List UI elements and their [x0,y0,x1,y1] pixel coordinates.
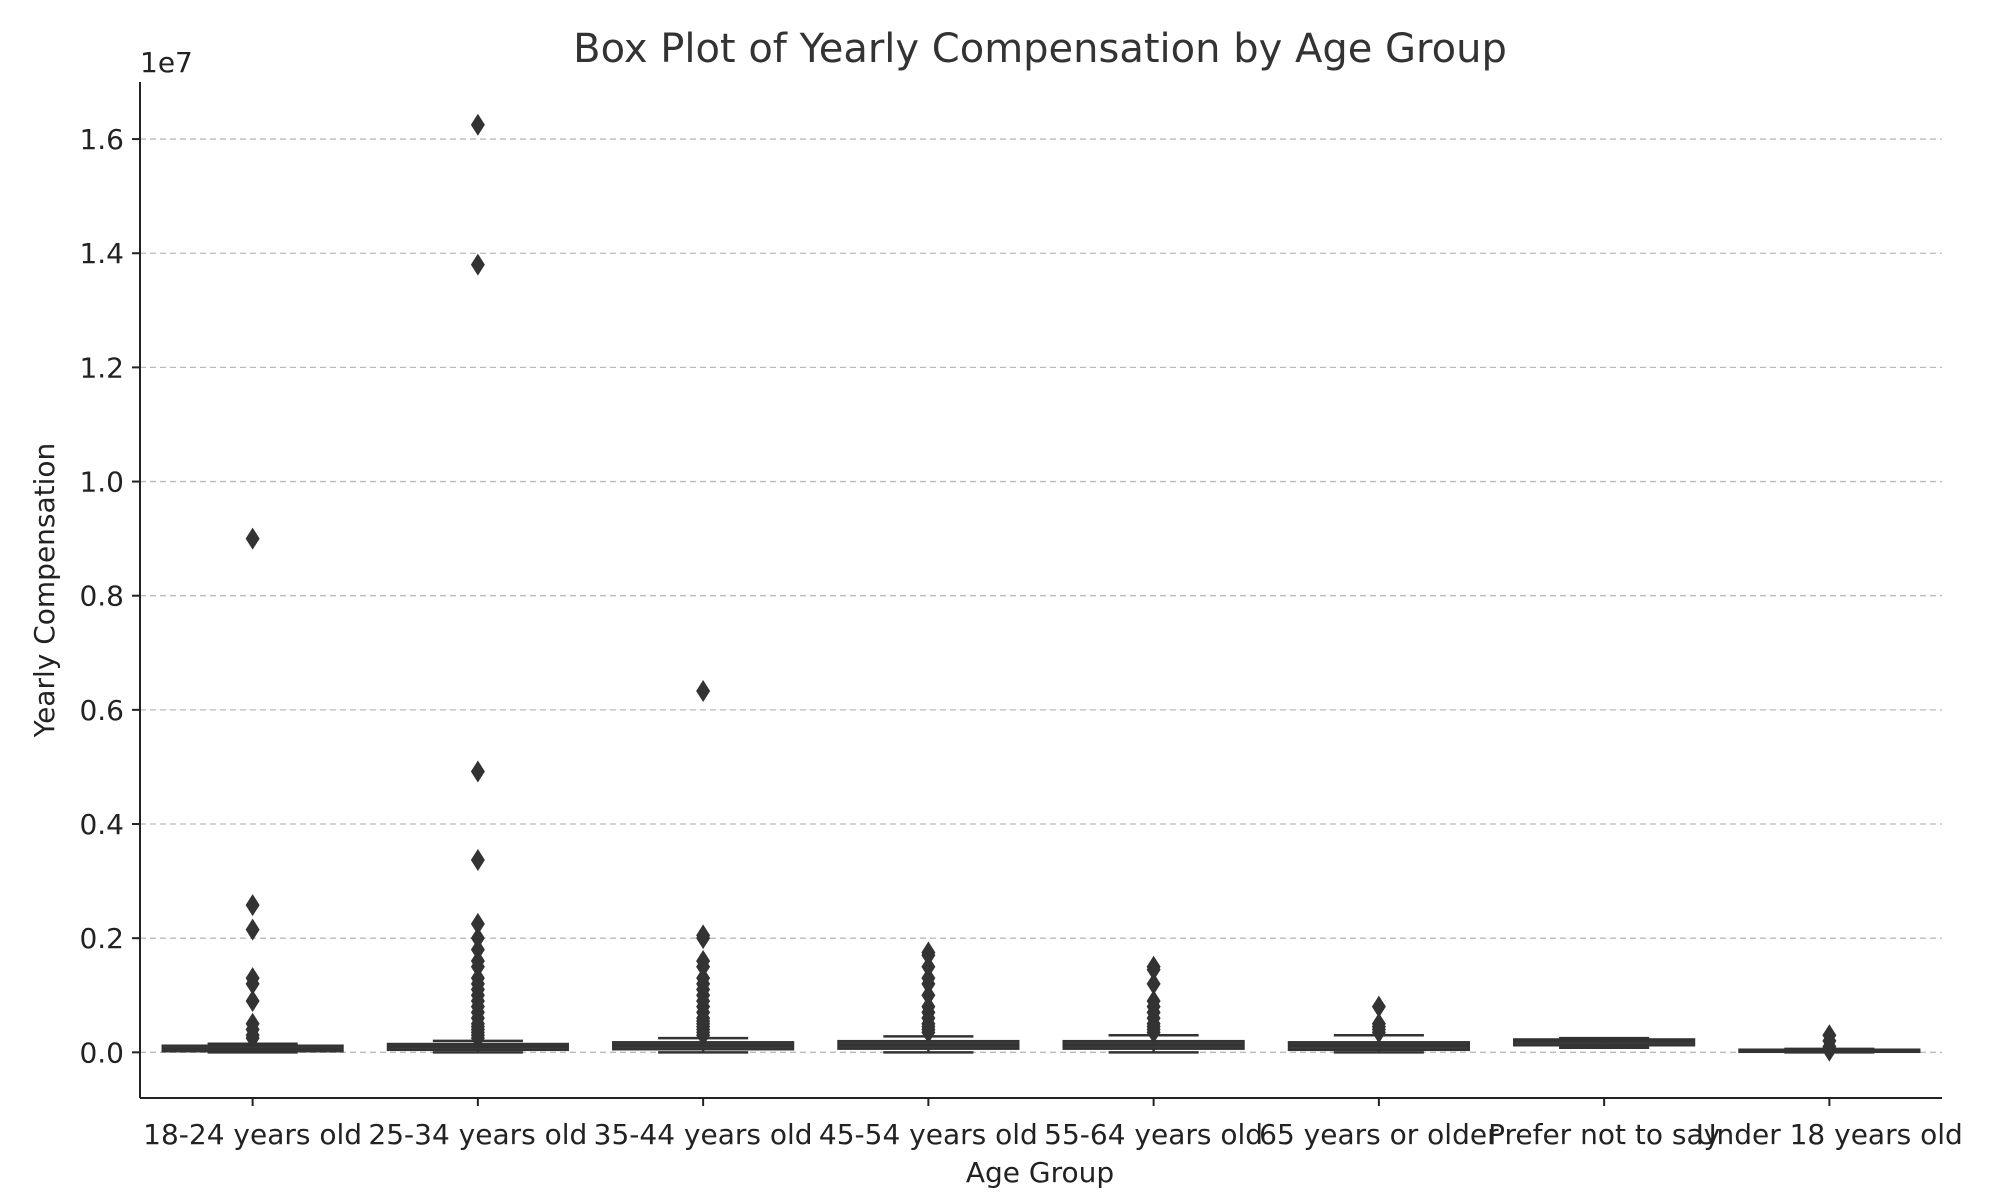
outlier-point [1371,995,1386,1018]
outlier-point [921,972,936,995]
y-tick-label: 0.0 [79,1036,124,1069]
outlier-point [470,927,485,950]
x-axis-label: Age Group [966,1156,1114,1189]
outlier-point [1146,1021,1161,1044]
outlier-point [245,918,260,941]
y-tick-label: 0.8 [79,580,124,613]
y-axis-label: Yearly Compensation [28,443,61,739]
x-tick-label: 18-24 years old [143,1118,362,1151]
x-tick-label: 55-64 years old [1044,1118,1263,1151]
boxes [161,1033,1921,1054]
outlier-point [470,848,485,871]
outlier-point [245,894,260,917]
grid-lines [140,138,1942,1053]
outlier-point [696,955,711,978]
y-tick-label: 1.0 [79,466,124,499]
outlier-point [470,938,485,961]
y-tick-label: 0.6 [79,694,124,727]
outlier-point [245,527,260,550]
outlier-point [245,972,260,995]
outlier-point [470,253,485,276]
outlier-point [1822,1039,1837,1062]
outlier-point [470,955,485,978]
outlier-point [921,984,936,1007]
x-tick-label: 25-34 years old [368,1118,587,1151]
outlier-point [921,944,936,967]
y-tick-label: 1.2 [79,351,124,384]
y-tick-label: 1.6 [79,123,124,156]
chart-title: Box Plot of Yearly Compensation by Age G… [573,26,1507,72]
y-tick-label: 1.4 [79,237,124,270]
outlier-point [921,955,936,978]
outlier-point [245,1027,260,1050]
outlier-point [696,1024,711,1047]
x-tick-label: Under 18 years old [1696,1118,1963,1151]
box-group [1513,1036,1696,1050]
outlier-point [1371,1021,1386,1044]
outlier-point [470,760,485,783]
outlier-point [470,113,485,136]
x-tick-label: 35-44 years old [594,1118,813,1151]
outlier-point [245,989,260,1012]
x-tick-label: Prefer not to say [1488,1118,1720,1151]
outlier-points [245,113,1837,1062]
x-ticks: 18-24 years old 25-34 years old 35-44 year… [143,1098,1963,1151]
outlier-point [921,1021,936,1044]
outlier-point [696,927,711,950]
x-tick-label: 65 years or older [1259,1118,1499,1151]
y-tick-label: 0.2 [79,922,124,955]
outlier-point [470,912,485,935]
outlier-point [470,1027,485,1050]
iqr-box [1513,1038,1696,1047]
outlier-point [1146,972,1161,995]
x-tick-label: 45-54 years old [819,1118,1038,1151]
y-ticks: 0.0 0.2 0.4 0.6 0.8 1.0 1.2 1.4 1.6 [79,123,140,1069]
y-axis-offset-label: 1e7 [140,46,193,79]
outlier-point [696,680,711,703]
outlier-point [1146,958,1161,981]
y-tick-label: 0.4 [79,808,124,841]
box-group [837,1035,1020,1054]
